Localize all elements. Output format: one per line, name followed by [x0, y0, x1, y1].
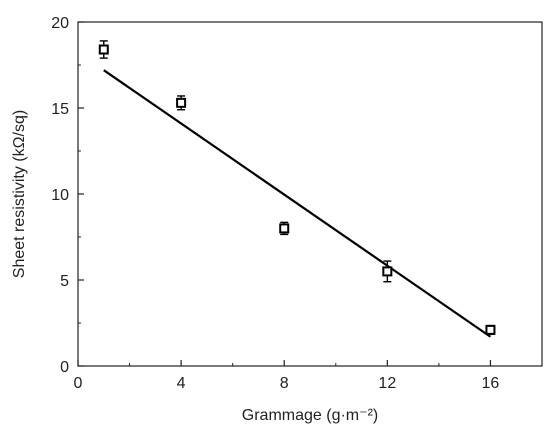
data-marks — [98, 40, 496, 335]
x-tick-label: 16 — [482, 375, 500, 392]
fit-line — [103, 69, 492, 338]
y-tick-label: 20 — [51, 15, 69, 32]
axis-ticks: 0 4 8 12 16 0 5 10 15 20 — [51, 15, 499, 392]
y-axis-label: Sheet resistivity (kΩ/sq) — [11, 110, 28, 278]
x-tick-label: 0 — [74, 375, 83, 392]
x-axis-label: Grammage (g·m⁻²) — [242, 407, 378, 424]
x-tick-label: 12 — [378, 375, 396, 392]
data-point — [279, 221, 290, 236]
x-tick-label: 4 — [177, 375, 186, 392]
y-tick-label: 15 — [51, 101, 69, 118]
x-tick-label: 8 — [280, 375, 289, 392]
data-point — [98, 40, 109, 59]
plot-border — [77, 21, 543, 367]
data-point — [382, 260, 393, 283]
data-point — [176, 95, 187, 111]
y-tick-label: 0 — [60, 359, 69, 376]
square-marker — [382, 266, 393, 277]
y-tick-label: 10 — [51, 187, 69, 204]
fit-line-layer — [103, 69, 492, 338]
square-marker — [279, 223, 290, 234]
square-marker — [176, 97, 187, 108]
data-point — [485, 324, 496, 335]
y-tick-label: 5 — [60, 273, 69, 290]
square-marker — [485, 324, 496, 335]
plot-frame — [77, 21, 543, 367]
square-marker — [98, 44, 109, 55]
axis-labels: Grammage (g·m⁻²) Sheet resistivity (kΩ/s… — [11, 110, 378, 424]
